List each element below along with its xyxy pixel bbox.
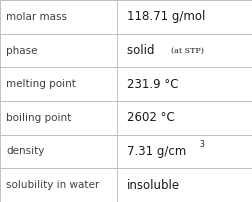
Text: 7.31 g/cm: 7.31 g/cm: [127, 145, 186, 158]
Text: solubility in water: solubility in water: [6, 180, 100, 190]
Text: density: density: [6, 146, 45, 157]
Text: (at STP): (at STP): [171, 46, 204, 55]
Text: phase: phase: [6, 45, 38, 56]
Text: 2602 °C: 2602 °C: [127, 111, 175, 124]
Text: molar mass: molar mass: [6, 12, 67, 22]
Text: 231.9 °C: 231.9 °C: [127, 78, 179, 91]
Text: 3: 3: [199, 140, 204, 149]
Text: insoluble: insoluble: [127, 179, 180, 192]
Text: 118.71 g/mol: 118.71 g/mol: [127, 10, 206, 23]
Text: melting point: melting point: [6, 79, 76, 89]
Text: boiling point: boiling point: [6, 113, 72, 123]
Text: solid: solid: [127, 44, 162, 57]
